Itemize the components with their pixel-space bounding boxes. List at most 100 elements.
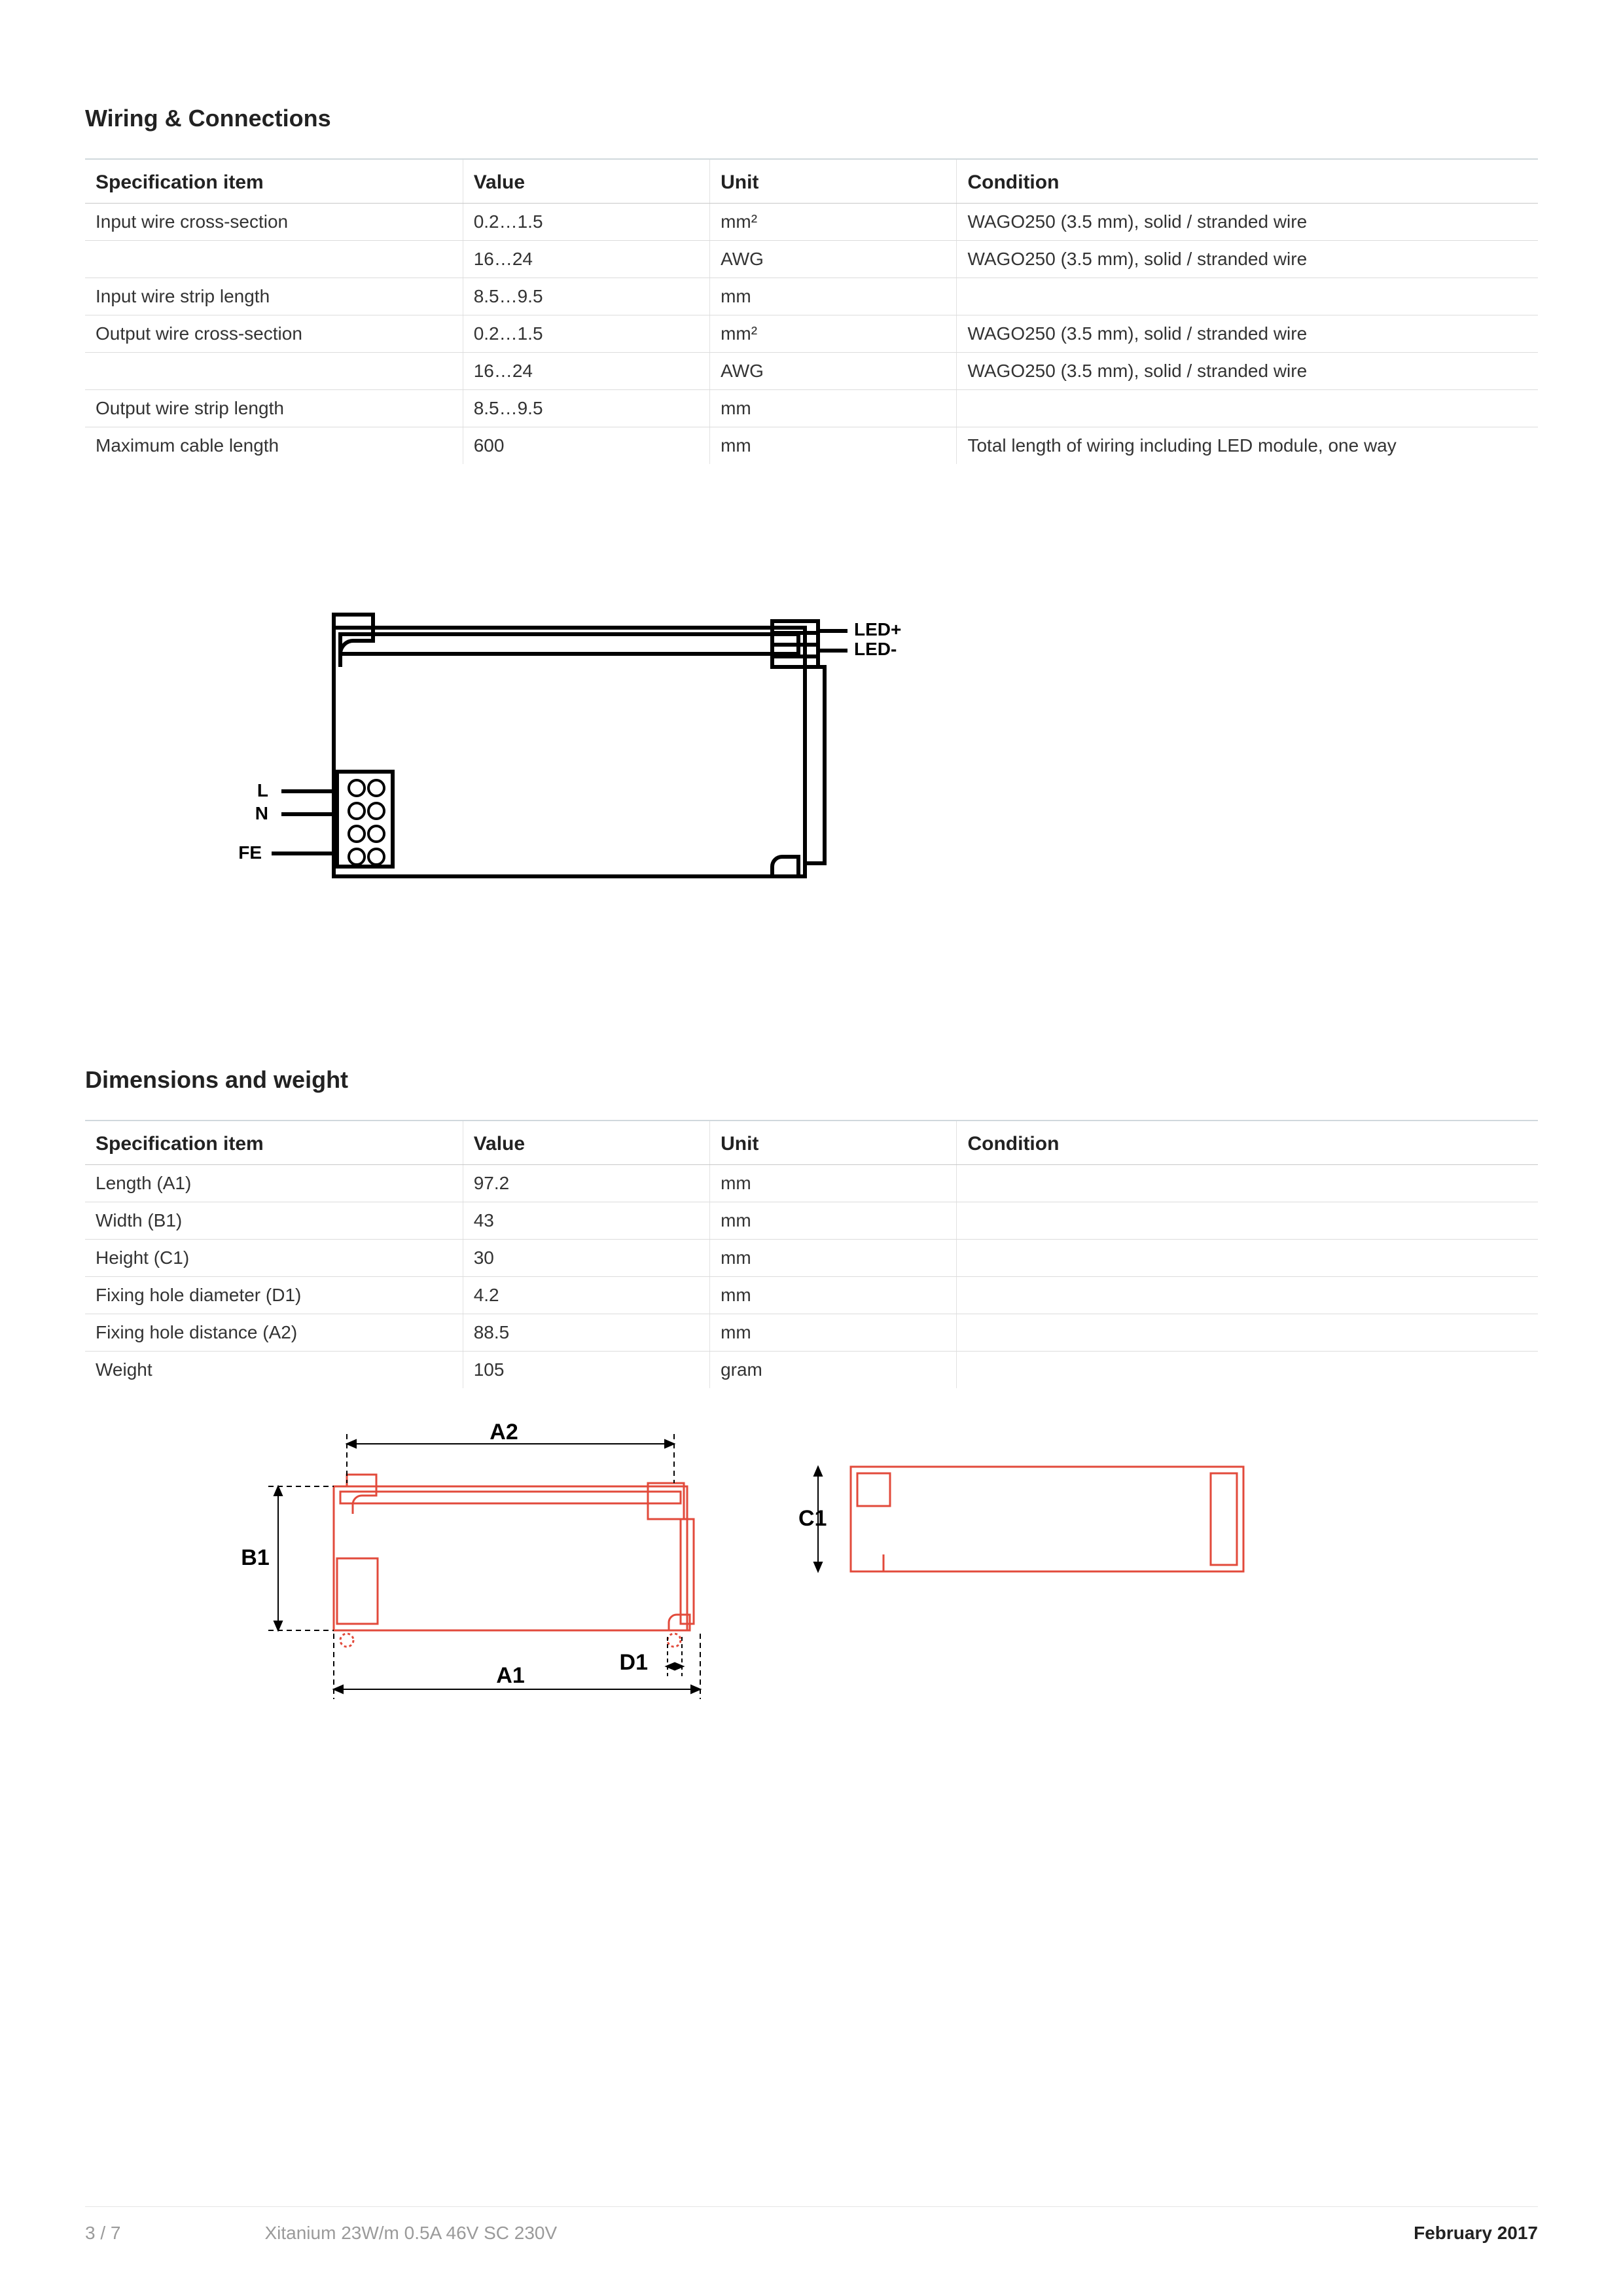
table-cell: Input wire cross-section <box>85 204 463 241</box>
table-cell: mm <box>710 427 957 465</box>
wiring-diagram-area: L N FE LED+ LED- <box>85 595 1538 909</box>
section-dimensions: Dimensions and weight Specification item… <box>85 1066 1538 1388</box>
table-row: Weight105gram <box>85 1352 1538 1389</box>
label-LEDp: LED+ <box>854 619 901 639</box>
footer-date: February 2017 <box>1414 2223 1538 2244</box>
table-cell: mm <box>710 278 957 315</box>
table-header-row: Specification item Value Unit Condition <box>85 160 1538 204</box>
table-cell: AWG <box>710 353 957 390</box>
table-cell: mm² <box>710 204 957 241</box>
table-cell <box>957 1202 1538 1240</box>
table-row: Length (A1)97.2mm <box>85 1165 1538 1202</box>
table-cell <box>957 278 1538 315</box>
table-cell: WAGO250 (3.5 mm), solid / stranded wire <box>957 353 1538 390</box>
table-row: Input wire cross-section0.2…1.5mm²WAGO25… <box>85 204 1538 241</box>
dimension-diagram-area: A2 A1 B1 D1 C1 <box>216 1408 1538 1709</box>
table-row: Input wire strip length8.5…9.5mm <box>85 278 1538 315</box>
table-cell: Weight <box>85 1352 463 1389</box>
table-row: Fixing hole distance (A2)88.5mm <box>85 1314 1538 1352</box>
table-cell: 600 <box>463 427 709 465</box>
table-cell: gram <box>710 1352 957 1389</box>
table-cell: 4.2 <box>463 1277 709 1314</box>
label-N: N <box>255 803 268 823</box>
table-cell <box>957 1277 1538 1314</box>
table-cell: WAGO250 (3.5 mm), solid / stranded wire <box>957 315 1538 353</box>
col-header: Value <box>463 1121 709 1165</box>
dimension-diagram-side: C1 <box>792 1408 1276 1643</box>
table-row: Width (B1)43mm <box>85 1202 1538 1240</box>
table-cell <box>957 1240 1538 1277</box>
col-header: Condition <box>957 160 1538 204</box>
table-cell: 0.2…1.5 <box>463 315 709 353</box>
table-cell <box>957 1314 1538 1352</box>
table-row: Fixing hole diameter (D1)4.2mm <box>85 1277 1538 1314</box>
label-A1: A1 <box>496 1663 524 1688</box>
table-cell: 16…24 <box>463 241 709 278</box>
label-D1: D1 <box>620 1650 648 1675</box>
table-cell: Input wire strip length <box>85 278 463 315</box>
table-cell: Width (B1) <box>85 1202 463 1240</box>
label-A2: A2 <box>490 1420 518 1444</box>
table-cell: mm <box>710 1277 957 1314</box>
table-cell: WAGO250 (3.5 mm), solid / stranded wire <box>957 241 1538 278</box>
product-name: Xitanium 23W/m 0.5A 46V SC 230V <box>264 2223 557 2244</box>
table-cell: mm <box>710 1240 957 1277</box>
label-L: L <box>257 780 268 800</box>
section-title: Dimensions and weight <box>85 1066 1538 1094</box>
col-header: Specification item <box>85 160 463 204</box>
table-cell: Length (A1) <box>85 1165 463 1202</box>
table-cell: WAGO250 (3.5 mm), solid / stranded wire <box>957 204 1538 241</box>
table-cell: Maximum cable length <box>85 427 463 465</box>
label-LEDm: LED- <box>854 639 897 659</box>
table-cell: mm <box>710 1165 957 1202</box>
table-cell: 0.2…1.5 <box>463 204 709 241</box>
table-cell: mm² <box>710 315 957 353</box>
table-cell: 16…24 <box>463 353 709 390</box>
table-cell: 43 <box>463 1202 709 1240</box>
col-header: Value <box>463 160 709 204</box>
table-cell: Height (C1) <box>85 1240 463 1277</box>
table-row: Maximum cable length600mmTotal length of… <box>85 427 1538 465</box>
table-header-row: Specification item Value Unit Condition <box>85 1121 1538 1165</box>
dimensions-table: Specification item Value Unit Condition … <box>85 1121 1538 1388</box>
table-cell <box>957 390 1538 427</box>
table-cell: Fixing hole distance (A2) <box>85 1314 463 1352</box>
wiring-table: Specification item Value Unit Condition … <box>85 160 1538 464</box>
col-header: Unit <box>710 160 957 204</box>
label-C1: C1 <box>798 1506 827 1531</box>
page-footer: 3 / 7 Xitanium 23W/m 0.5A 46V SC 230V Fe… <box>85 2206 1538 2244</box>
table-cell <box>957 1352 1538 1389</box>
dimensions-table-body: Length (A1)97.2mmWidth (B1)43mmHeight (C… <box>85 1165 1538 1389</box>
table-cell: mm <box>710 1314 957 1352</box>
table-cell: Total length of wiring including LED mod… <box>957 427 1538 465</box>
table-cell: AWG <box>710 241 957 278</box>
dimension-diagram-top: A2 A1 B1 D1 <box>216 1408 753 1709</box>
table-row: Output wire strip length8.5…9.5mm <box>85 390 1538 427</box>
col-header: Unit <box>710 1121 957 1165</box>
table-cell: 30 <box>463 1240 709 1277</box>
table-cell: 8.5…9.5 <box>463 278 709 315</box>
page-number: 3 / 7 <box>85 2223 120 2244</box>
col-header: Condition <box>957 1121 1538 1165</box>
wiring-diagram: L N FE LED+ LED- <box>203 595 936 909</box>
table-row: Output wire cross-section0.2…1.5mm²WAGO2… <box>85 315 1538 353</box>
table-row: 16…24AWGWAGO250 (3.5 mm), solid / strand… <box>85 353 1538 390</box>
table-cell: mm <box>710 1202 957 1240</box>
table-cell: 8.5…9.5 <box>463 390 709 427</box>
wiring-table-body: Input wire cross-section0.2…1.5mm²WAGO25… <box>85 204 1538 465</box>
section-title: Wiring & Connections <box>85 105 1538 132</box>
label-B1: B1 <box>241 1545 269 1570</box>
label-FE: FE <box>238 842 262 863</box>
table-cell: 105 <box>463 1352 709 1389</box>
table-cell: Fixing hole diameter (D1) <box>85 1277 463 1314</box>
table-cell <box>85 241 463 278</box>
table-cell: mm <box>710 390 957 427</box>
col-header: Specification item <box>85 1121 463 1165</box>
table-cell <box>85 353 463 390</box>
table-row: 16…24AWGWAGO250 (3.5 mm), solid / strand… <box>85 241 1538 278</box>
table-cell <box>957 1165 1538 1202</box>
table-cell: 88.5 <box>463 1314 709 1352</box>
table-cell: 97.2 <box>463 1165 709 1202</box>
table-cell: Output wire cross-section <box>85 315 463 353</box>
table-row: Height (C1)30mm <box>85 1240 1538 1277</box>
